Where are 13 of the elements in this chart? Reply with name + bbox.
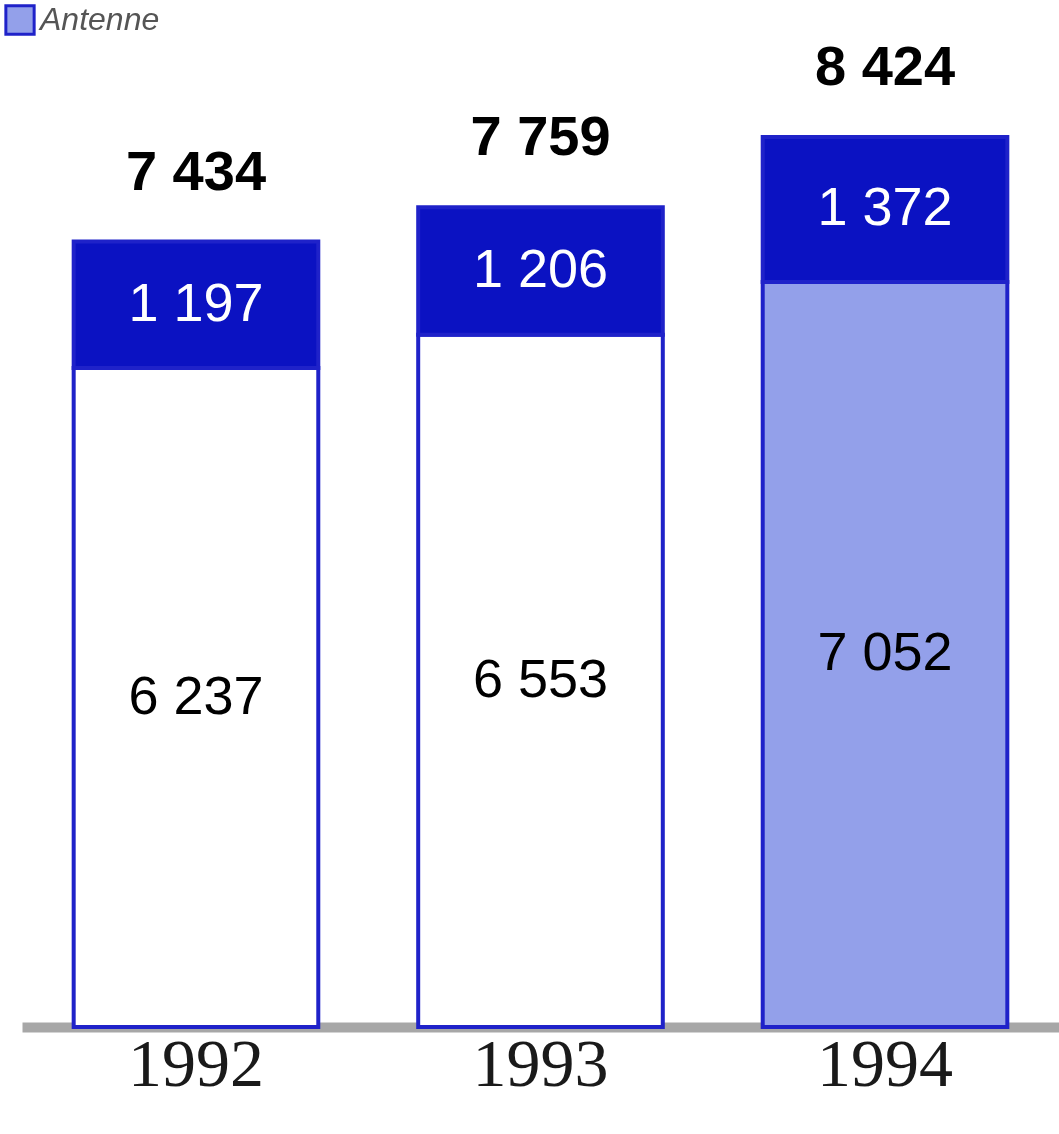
data-label: 6 553	[472, 647, 609, 708]
total-label: 8 424	[814, 34, 956, 97]
data-label: 1 197	[128, 271, 264, 332]
total-label: 7 759	[470, 104, 611, 168]
x-tick-label: 1994	[817, 1024, 954, 1101]
x-tick-label: 1992	[127, 1024, 264, 1101]
legend-label: Antenne	[38, 1, 160, 37]
total-label: 7 434	[125, 138, 267, 202]
data-label: 1 206	[472, 237, 609, 298]
data-label: 7 052	[817, 621, 953, 682]
data-label: 1 372	[817, 176, 953, 237]
x-tick-label: 1993	[472, 1024, 609, 1101]
data-label: 6 237	[128, 664, 264, 725]
